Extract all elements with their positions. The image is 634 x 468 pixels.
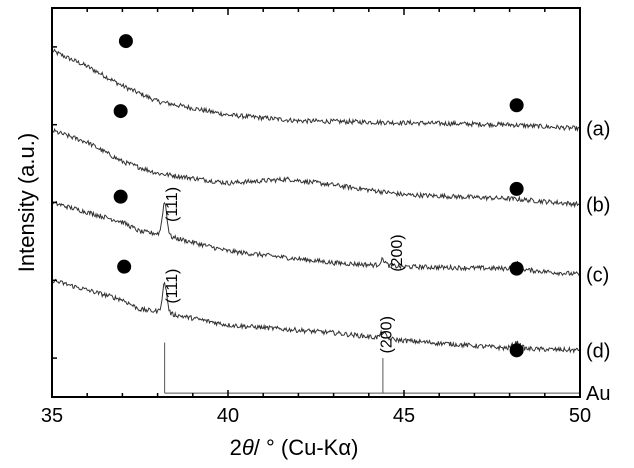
series-line	[51, 48, 581, 133]
x-tick-label: 50	[569, 405, 591, 427]
axis-ticks	[51, 8, 581, 397]
x-axis-label: 2θ/ ° (Cu-Kα)	[230, 435, 359, 460]
series-label: (c)	[586, 264, 609, 286]
marker-dot	[509, 261, 524, 276]
marker-dot	[509, 181, 524, 196]
peak-annotation: (200)	[379, 316, 396, 353]
marker-dot	[509, 343, 524, 358]
peak-annotation: (111)	[164, 269, 181, 304]
series-label: (b)	[586, 194, 610, 216]
x-tick-label: 45	[393, 405, 415, 427]
series-label: (d)	[586, 340, 610, 362]
x-tick-label: 40	[217, 405, 239, 427]
marker-dot	[509, 98, 524, 113]
plot-area: (111) (200) (111) (200)	[51, 34, 581, 394]
peak-annotation: (111)	[164, 187, 181, 222]
x-tick-labels: 35 40 45 50	[41, 405, 591, 427]
plot-frame	[51, 7, 581, 398]
marker-dot	[117, 259, 132, 274]
marker-dot	[118, 34, 133, 49]
peak-annotation: (200)	[389, 234, 406, 271]
marker-dot	[113, 104, 128, 119]
reference-label: Au	[586, 383, 610, 405]
series-line	[51, 127, 581, 209]
series-label: (a)	[586, 119, 610, 141]
series-line	[51, 200, 581, 277]
marker-dot	[113, 189, 128, 204]
x-tick-label: 35	[41, 405, 63, 427]
series-line	[51, 278, 581, 355]
y-axis-label: Intensity (a.u.)	[14, 133, 39, 272]
